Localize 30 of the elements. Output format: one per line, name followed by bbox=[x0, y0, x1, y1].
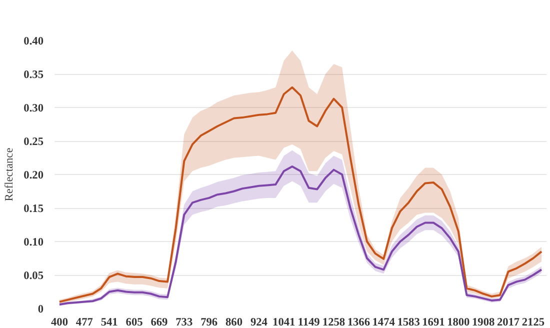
y-tick-label: 0.25 bbox=[24, 136, 44, 148]
x-tick-label: 1366 bbox=[347, 316, 370, 328]
x-tick-label: 1908 bbox=[472, 316, 495, 328]
y-tick-label: 0.20 bbox=[24, 170, 44, 182]
x-tick-label: 1041 bbox=[272, 316, 296, 328]
x-tick-label: 2125 bbox=[522, 316, 545, 328]
x-tick-label: 796 bbox=[200, 316, 218, 328]
x-tick-label: 1583 bbox=[397, 316, 420, 328]
y-axis-title: Reflectance bbox=[4, 148, 16, 202]
x-tick-label: 1691 bbox=[422, 316, 446, 328]
x-tick-label: 669 bbox=[150, 316, 168, 328]
y-tick-label: 0 bbox=[38, 304, 44, 316]
y-tick-label: 0.40 bbox=[24, 36, 44, 48]
x-tick-label: 477 bbox=[76, 316, 94, 328]
x-tick-label: 924 bbox=[250, 316, 268, 328]
y-tick-label: 0.15 bbox=[24, 203, 44, 215]
x-tick-label: 605 bbox=[126, 316, 144, 328]
x-tick-label: 400 bbox=[50, 316, 68, 328]
x-tick-label: 1258 bbox=[322, 316, 346, 328]
x-tick-label: 860 bbox=[226, 316, 243, 328]
x-tick-label: 1800 bbox=[447, 316, 470, 328]
x-tick-label: 1474 bbox=[372, 316, 396, 328]
y-tick-label: 0.30 bbox=[24, 102, 44, 114]
x-tick-label: 541 bbox=[100, 316, 118, 328]
y-tick-label: 0.05 bbox=[24, 270, 44, 282]
y-tick-label: 0.10 bbox=[24, 236, 44, 248]
x-tick-label: 1149 bbox=[298, 316, 320, 328]
y-tick-label: 0.35 bbox=[24, 69, 44, 81]
x-tick-label: 2017 bbox=[496, 316, 520, 328]
x-tick-label: 733 bbox=[176, 316, 193, 328]
